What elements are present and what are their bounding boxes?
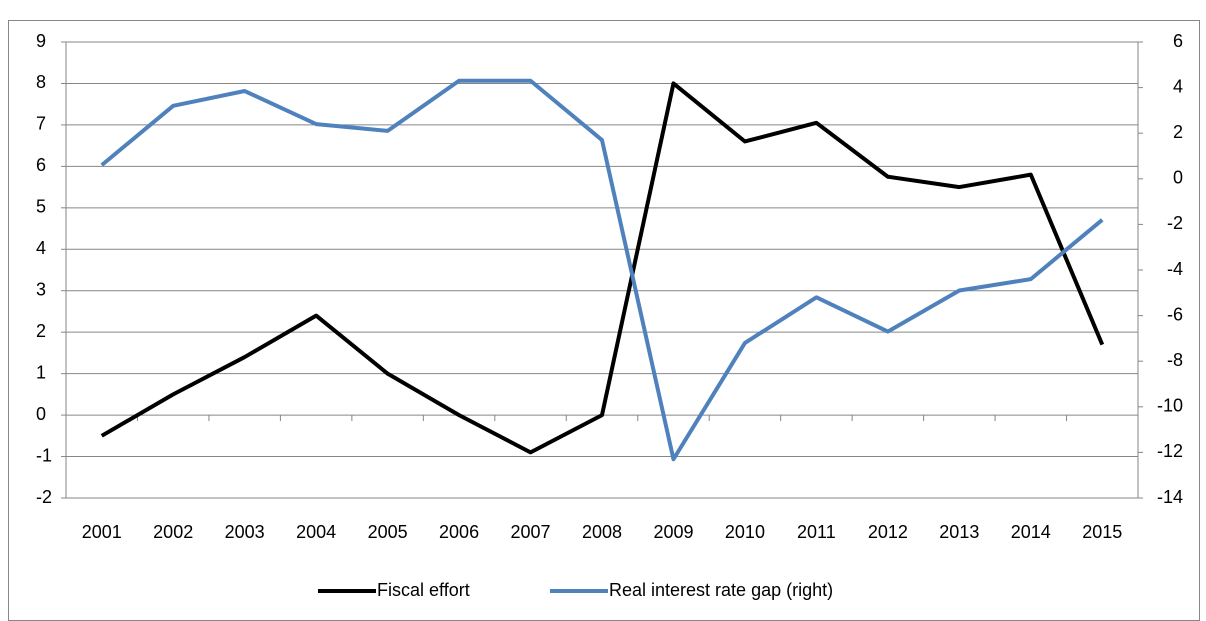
y-tick-label: 6 [36,155,46,175]
x-tick-label: 2001 [82,522,122,542]
y-tick-label: -2 [36,487,52,507]
y-tick-label: 8 [36,72,46,92]
x-tick-label: 2008 [582,522,622,542]
y2-tick-label: 4 [1173,76,1183,96]
y2-tick-label: -6 [1167,304,1183,324]
x-tick-label: 2007 [511,522,551,542]
x-tick-label: 2013 [939,522,979,542]
x-tick-label: 2012 [868,522,908,542]
series-line [100,81,1105,455]
x-tick-label: 2015 [1082,522,1122,542]
x-tick-label: 2005 [368,522,408,542]
y2-tick-label: -12 [1157,441,1183,461]
x-tick-label: 2009 [653,522,693,542]
legend-label: Fiscal effort [377,580,470,600]
x-tick-label: 2006 [439,522,479,542]
y-tick-label: 0 [36,404,46,424]
x-tick-label: 2004 [296,522,336,542]
legend-label: Real interest rate gap (right) [609,580,833,600]
y2-tick-label: -14 [1157,487,1183,507]
y2-tick-label: -4 [1167,259,1183,279]
y-tick-label: 1 [36,362,46,382]
x-tick-label: 2011 [797,522,836,542]
y2-tick-label: -10 [1157,396,1183,416]
x-tick-label: 2003 [225,522,265,542]
y2-tick-label: 0 [1173,168,1183,188]
y-tick-label: 7 [36,114,46,134]
y-tick-label: 3 [36,279,46,299]
x-tick-label: 2014 [1011,522,1051,542]
y2-tick-label: -2 [1167,213,1183,233]
y-tick-label: 9 [36,31,46,51]
y-tick-label: -1 [36,445,52,465]
y-tick-label: 2 [36,321,46,341]
y2-tick-label: 2 [1173,122,1183,142]
y-tick-label: 5 [36,197,46,217]
y2-tick-label: 6 [1173,31,1183,51]
series-line [100,78,1104,462]
y2-tick-label: -8 [1167,350,1183,370]
y-tick-label: 4 [36,238,46,258]
x-tick-label: 2002 [153,522,193,542]
x-tick-label: 2010 [725,522,765,542]
